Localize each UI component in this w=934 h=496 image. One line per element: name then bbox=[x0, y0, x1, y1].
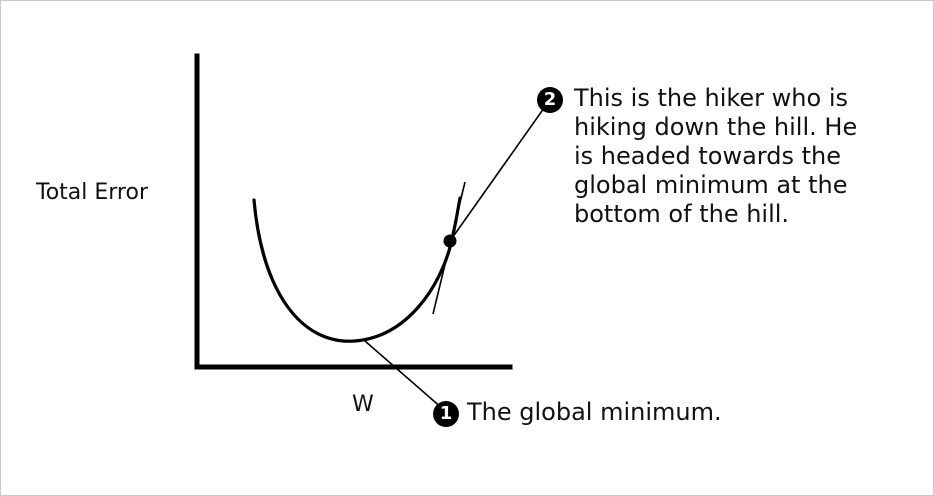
error-curve bbox=[252, 196, 462, 343]
x-axis-label: W bbox=[352, 392, 374, 417]
callout-2-line: is headed towards the bbox=[574, 142, 841, 170]
callout-2-text: This is the hiker who is hiking down the… bbox=[574, 84, 857, 229]
callout-1-leader bbox=[364, 340, 444, 410]
callout-2-line: global minimum at the bbox=[574, 171, 848, 199]
callout-1-text: The global minimum. bbox=[467, 398, 722, 426]
y-axis-label: Total Error bbox=[36, 180, 148, 205]
callout-2-number-badge: 2 bbox=[537, 87, 563, 113]
callout-2-line: hiking down the hill. He bbox=[574, 113, 858, 141]
callout-2-line: bottom of the hill. bbox=[574, 200, 790, 228]
tangent-line bbox=[432, 181, 466, 315]
callout-2-line: This is the hiker who is bbox=[574, 84, 848, 112]
callout-2-leader bbox=[449, 100, 550, 242]
callout-1-number-badge: 1 bbox=[433, 401, 459, 427]
